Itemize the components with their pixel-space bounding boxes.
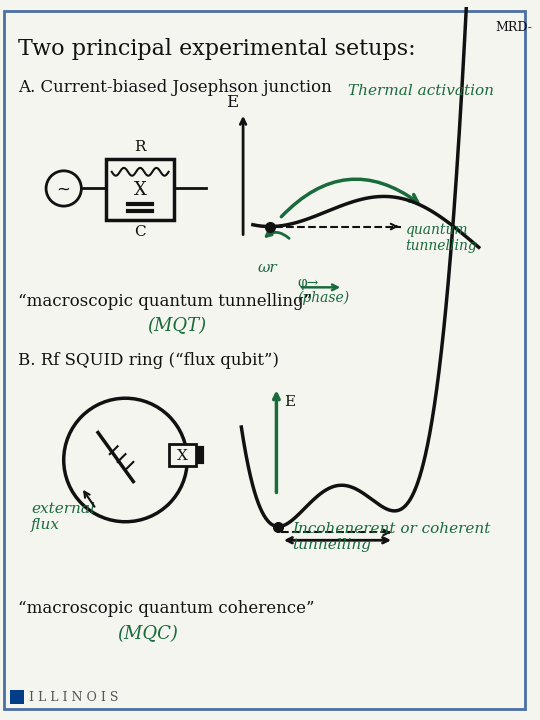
Text: Two principal experimental setups:: Two principal experimental setups: [18, 38, 415, 60]
Text: C: C [134, 225, 146, 239]
Text: “macroscopic quantum tunnelling”: “macroscopic quantum tunnelling” [18, 293, 312, 310]
Text: ωr: ωr [258, 261, 278, 275]
Text: Thermal activation: Thermal activation [348, 84, 494, 98]
Text: I L L I N O I S: I L L I N O I S [29, 690, 119, 703]
Text: MRD-: MRD- [495, 21, 532, 34]
FancyBboxPatch shape [106, 159, 174, 220]
Text: Incohenerent or coherent
tunnelling: Incohenerent or coherent tunnelling [292, 522, 490, 552]
FancyArrowPatch shape [281, 179, 417, 217]
Text: ~: ~ [57, 181, 71, 199]
Text: R: R [134, 140, 146, 154]
Text: quantum
tunnelling: quantum tunnelling [406, 222, 477, 253]
Text: φ→: φ→ [297, 276, 319, 289]
FancyBboxPatch shape [10, 690, 24, 704]
Text: E: E [226, 94, 238, 111]
Text: external
flux: external flux [31, 502, 95, 532]
Text: (MQT): (MQT) [147, 317, 206, 335]
FancyBboxPatch shape [4, 11, 525, 709]
Text: B. Rf SQUID ring (“flux qubit”): B. Rf SQUID ring (“flux qubit”) [18, 352, 279, 369]
Text: E: E [284, 395, 295, 409]
Text: X: X [134, 181, 146, 199]
FancyArrowPatch shape [266, 230, 289, 238]
Text: X: X [177, 449, 188, 463]
Text: (MQC): (MQC) [118, 625, 179, 643]
Text: A. Current-biased Josephson junction: A. Current-biased Josephson junction [18, 78, 332, 96]
Text: (phase): (phase) [297, 290, 349, 305]
FancyBboxPatch shape [168, 444, 196, 466]
Text: “macroscopic quantum coherence”: “macroscopic quantum coherence” [18, 600, 314, 617]
